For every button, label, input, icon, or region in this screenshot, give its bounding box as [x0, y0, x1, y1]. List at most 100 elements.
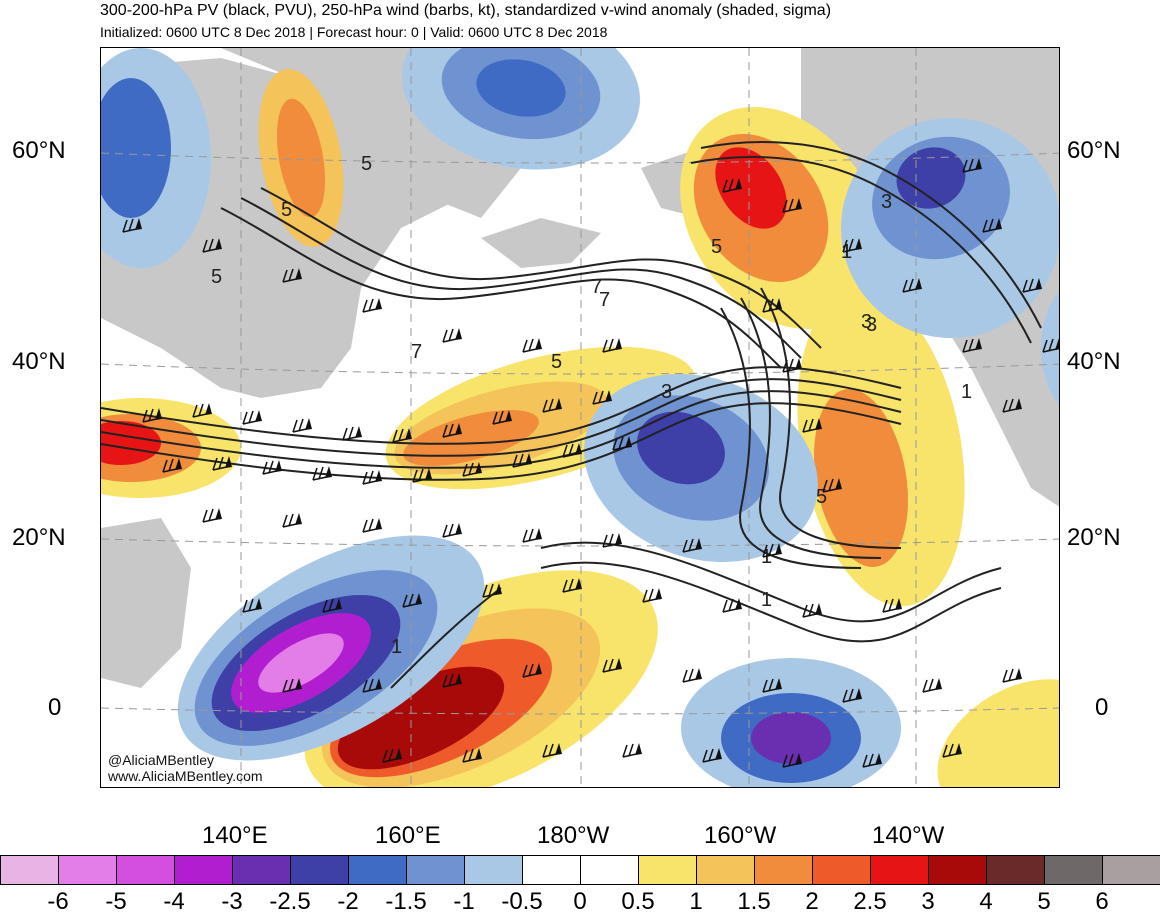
- wind-barb-feather: [268, 460, 274, 474]
- wind-barb-flag: [1015, 668, 1022, 680]
- wind-barb-flag: [775, 543, 782, 555]
- wind-barb-flag: [375, 298, 382, 310]
- wind-barb-flag: [205, 403, 212, 415]
- wind-barb-flag: [455, 523, 462, 535]
- wind-barb-feather: [448, 423, 454, 437]
- pv-contour-label: 1: [961, 381, 972, 403]
- wind-barb-feather: [368, 678, 374, 692]
- wind-barb-feather: [788, 753, 794, 767]
- wind-barb-feather: [1002, 669, 1008, 683]
- wind-barb-feather: [602, 659, 608, 673]
- wind-barb-flag: [695, 668, 702, 680]
- wind-barb-flag: [405, 428, 412, 440]
- wind-barb-flag: [475, 748, 482, 760]
- wind-barb-feather: [708, 748, 714, 762]
- wind-barb-feather: [328, 598, 334, 612]
- wind-barb-flag: [835, 478, 842, 490]
- wind-barb-flag: [375, 518, 382, 530]
- colorbar-tick-label: -1: [453, 888, 475, 915]
- colorbar-tick-label: -6: [47, 888, 69, 915]
- pv-anomaly-positive: [937, 679, 1059, 787]
- wind-barb-feather: [988, 218, 994, 232]
- wind-barb-feather: [802, 604, 808, 618]
- wind-barb-feather: [808, 418, 814, 432]
- lat-label-40n-left: 40°N: [12, 348, 66, 375]
- wind-barb-feather: [768, 298, 774, 312]
- colorbar-tick-label: 1.5: [737, 888, 771, 915]
- wind-barb-flag: [915, 278, 922, 290]
- pv-contour-label: 5: [816, 486, 827, 508]
- pv-contour-label: 1: [391, 636, 402, 658]
- wind-barb-flag: [155, 408, 162, 420]
- colorbar-swatch: [986, 855, 1045, 885]
- wind-barb-feather: [762, 299, 768, 313]
- kamchatka-landmass: [481, 218, 601, 268]
- pv-contour: [260, 187, 822, 349]
- wind-barb-flag: [135, 218, 142, 230]
- lon-label-140e: 140°E: [202, 822, 268, 849]
- wind-barb-feather: [528, 663, 534, 677]
- wind-barb-flag: [535, 338, 542, 350]
- wind-barb-flag: [935, 678, 942, 690]
- wind-barb-feather: [482, 584, 488, 598]
- pv-contour-label: 3: [881, 191, 892, 213]
- pv-contour-label: 1: [841, 241, 852, 263]
- wind-barb-feather: [288, 513, 294, 527]
- wind-barb-feather: [368, 518, 374, 532]
- wind-barb-feather: [368, 298, 374, 312]
- parallel-gridline: [101, 152, 1059, 164]
- lat-label-eq-right: 0: [1095, 694, 1109, 721]
- pv-contour-label: 5: [711, 236, 722, 258]
- wind-barb-flag: [255, 598, 262, 610]
- wind-barb-feather: [568, 443, 574, 457]
- wind-barb-feather: [942, 744, 948, 758]
- parallel-gridline: [101, 363, 1059, 375]
- wind-barb-feather: [728, 178, 734, 192]
- wind-barb-feather: [388, 748, 394, 762]
- wind-barb-feather: [518, 453, 524, 467]
- pv-contour: [390, 587, 502, 689]
- colorbar-swatch: [406, 855, 465, 885]
- wind-barb-feather: [522, 664, 528, 678]
- wind-barb-feather: [1008, 398, 1014, 412]
- wind-barb-feather: [208, 238, 214, 252]
- colorbar-swatch: [348, 855, 407, 885]
- wind-barb-feather: [342, 427, 348, 441]
- wind-barb-flag: [695, 538, 702, 550]
- chart-subtitle: Initialized: 0600 UTC 8 Dec 2018 | Forec…: [100, 24, 608, 40]
- lat-label-20n-right: 20°N: [1067, 524, 1121, 551]
- wind-barb-flag: [295, 513, 302, 525]
- wind-barb-flag: [975, 338, 982, 350]
- wind-barb-flag: [305, 418, 312, 430]
- wind-barb-feather: [762, 544, 768, 558]
- wind-barb-feather: [1042, 339, 1048, 353]
- wind-barb-flag: [215, 508, 222, 520]
- colorbar-swatch: [1044, 855, 1103, 885]
- wind-barb-feather: [208, 508, 214, 522]
- wind-barb-feather: [568, 578, 574, 592]
- colorbar-tick-label: 4: [979, 888, 993, 915]
- wind-barb-feather: [442, 329, 448, 343]
- colorbar-swatch: [464, 855, 523, 885]
- wind-barb-feather: [528, 528, 534, 542]
- wind-barb-feather: [408, 593, 414, 607]
- credit-handle: @AliciaMBentley: [108, 752, 215, 768]
- wind-barb-feather: [448, 673, 454, 687]
- wind-barb-feather: [562, 579, 568, 593]
- wind-barb-feather: [362, 299, 368, 313]
- wind-barb-flag: [225, 456, 232, 468]
- colorbar-tick-label: -3: [221, 888, 243, 915]
- wind-barb-flag: [455, 423, 462, 435]
- wind-barb-flag: [335, 598, 342, 610]
- pv-anomaly-positive: [814, 389, 908, 567]
- wind-barb-feather: [618, 436, 624, 450]
- pv-contour-label: 5: [281, 199, 292, 221]
- wind-barb-flag: [775, 298, 782, 310]
- pv-contour: [101, 378, 902, 457]
- pv-contour-label: 5: [211, 266, 222, 288]
- wind-barb-flag: [295, 678, 302, 690]
- wind-barb-feather: [462, 463, 468, 477]
- wind-barb-feather: [628, 743, 634, 757]
- wind-barb-flag: [535, 528, 542, 540]
- colorbar-tick-label: 2: [805, 888, 819, 915]
